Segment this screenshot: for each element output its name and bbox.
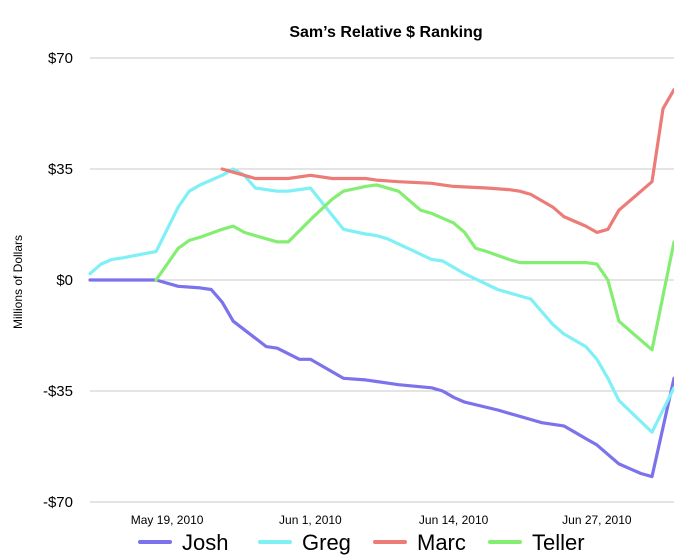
x-tick-label: Jun 1, 2010 — [279, 513, 342, 527]
series-line-marc — [220, 88, 674, 234]
y-tick-label: $70 — [48, 50, 73, 67]
series-line-greg — [88, 167, 674, 434]
series-line-josh — [88, 278, 674, 479]
y-tick-label: -$35 — [43, 383, 73, 400]
y-tick-labels: $70 $35 $0 -$35 -$70 — [43, 50, 73, 511]
legend: Josh Greg Marc Teller — [138, 530, 585, 555]
grid-lines — [90, 57, 674, 503]
series-lines — [88, 88, 674, 479]
legend-label-marc: Marc — [417, 530, 466, 555]
x-tick-label: Jun 27, 2010 — [562, 513, 632, 527]
y-tick-label: $35 — [48, 161, 73, 178]
chart-title: Sam’s Relative $ Ranking — [289, 24, 482, 41]
x-tick-label: Jun 14, 2010 — [419, 513, 489, 527]
x-tick-labels: May 19, 2010 Jun 1, 2010 Jun 14, 2010 Jun 2… — [131, 513, 632, 527]
x-tick-label: May 19, 2010 — [131, 513, 204, 527]
y-tick-label: $0 — [56, 272, 73, 289]
legend-label-greg: Greg — [302, 530, 351, 555]
y-tick-label: -$70 — [43, 494, 73, 511]
legend-label-josh: Josh — [182, 530, 228, 555]
legend-label-teller: Teller — [532, 530, 585, 555]
series-line-teller — [154, 183, 674, 352]
y-axis-label: Millions of Dollars — [11, 235, 25, 329]
